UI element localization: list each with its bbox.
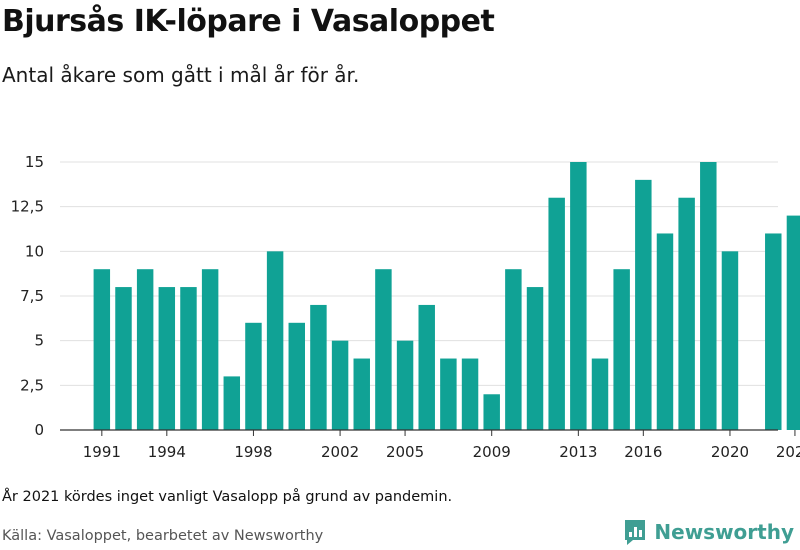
y-tick-label: 15 <box>25 153 44 171</box>
y-tick-label: 0 <box>34 421 44 439</box>
y-tick-label: 7,5 <box>20 287 44 305</box>
bar <box>180 287 197 430</box>
y-axis-ticks: 0 2,5 5 7,5 10 12,5 15 <box>11 153 44 439</box>
x-tick-label: 2020 <box>711 443 749 461</box>
bar <box>570 162 587 430</box>
footnote: År 2021 kördes inget vanligt Vasalopp på… <box>2 489 453 505</box>
x-tick-label: 2002 <box>321 443 359 461</box>
brand-name: Newsworthy <box>654 520 794 544</box>
bar <box>721 251 739 430</box>
bars <box>93 162 800 430</box>
bar <box>136 269 154 430</box>
x-tick-label: 2013 <box>559 443 597 461</box>
bar <box>700 162 717 430</box>
bar <box>331 340 349 430</box>
x-tick-label: 2023 <box>776 443 800 461</box>
bar <box>201 269 219 430</box>
bar <box>93 269 111 430</box>
x-tick-label: 1991 <box>83 443 121 461</box>
bar <box>375 269 392 430</box>
y-tick-label: 12,5 <box>11 198 44 216</box>
bar <box>396 340 414 430</box>
bar <box>483 394 500 430</box>
bar <box>158 287 176 430</box>
y-tick-label: 10 <box>25 242 44 260</box>
x-tick-label: 2005 <box>386 443 424 461</box>
bar <box>526 287 544 430</box>
bar <box>418 304 435 430</box>
bar <box>266 251 284 430</box>
bar <box>786 215 800 430</box>
x-tick-label: 2016 <box>624 443 662 461</box>
bar <box>353 358 370 430</box>
bar <box>765 233 782 430</box>
bar <box>591 358 609 430</box>
bar <box>635 179 652 430</box>
x-tick-label: 1998 <box>234 443 272 461</box>
y-tick-label: 2,5 <box>20 376 44 394</box>
bar-chart-logo-icon <box>625 520 646 545</box>
bar <box>656 233 674 430</box>
bar <box>613 269 630 430</box>
bar <box>115 287 132 430</box>
chart-subtitle: Antal åkare som gått i mål år för år. <box>2 63 360 87</box>
x-tick-label: 1994 <box>148 443 186 461</box>
bar <box>505 269 522 430</box>
chart-title: Bjursås IK-löpare i Vasaloppet <box>2 4 495 39</box>
bar <box>461 358 479 430</box>
bar <box>548 197 565 430</box>
source-credit: Källa: Vasaloppet, bearbetet av Newswort… <box>2 528 324 544</box>
x-axis: 1991 1994 1998 2002 2005 2009 2013 2016 2020 2023 <box>60 429 800 461</box>
bar <box>310 304 327 430</box>
bar <box>288 322 305 430</box>
brand-logo: Newsworthy <box>623 518 794 546</box>
bar <box>678 197 695 430</box>
x-tick-label: 2009 <box>473 443 511 461</box>
bar <box>223 376 241 430</box>
bar <box>440 358 457 430</box>
y-tick-label: 5 <box>34 332 44 350</box>
bar <box>245 322 262 430</box>
bar-chart: 0 2,5 5 7,5 10 12,5 15 1991 1994 1998 2002 2005 200… <box>11 153 800 461</box>
